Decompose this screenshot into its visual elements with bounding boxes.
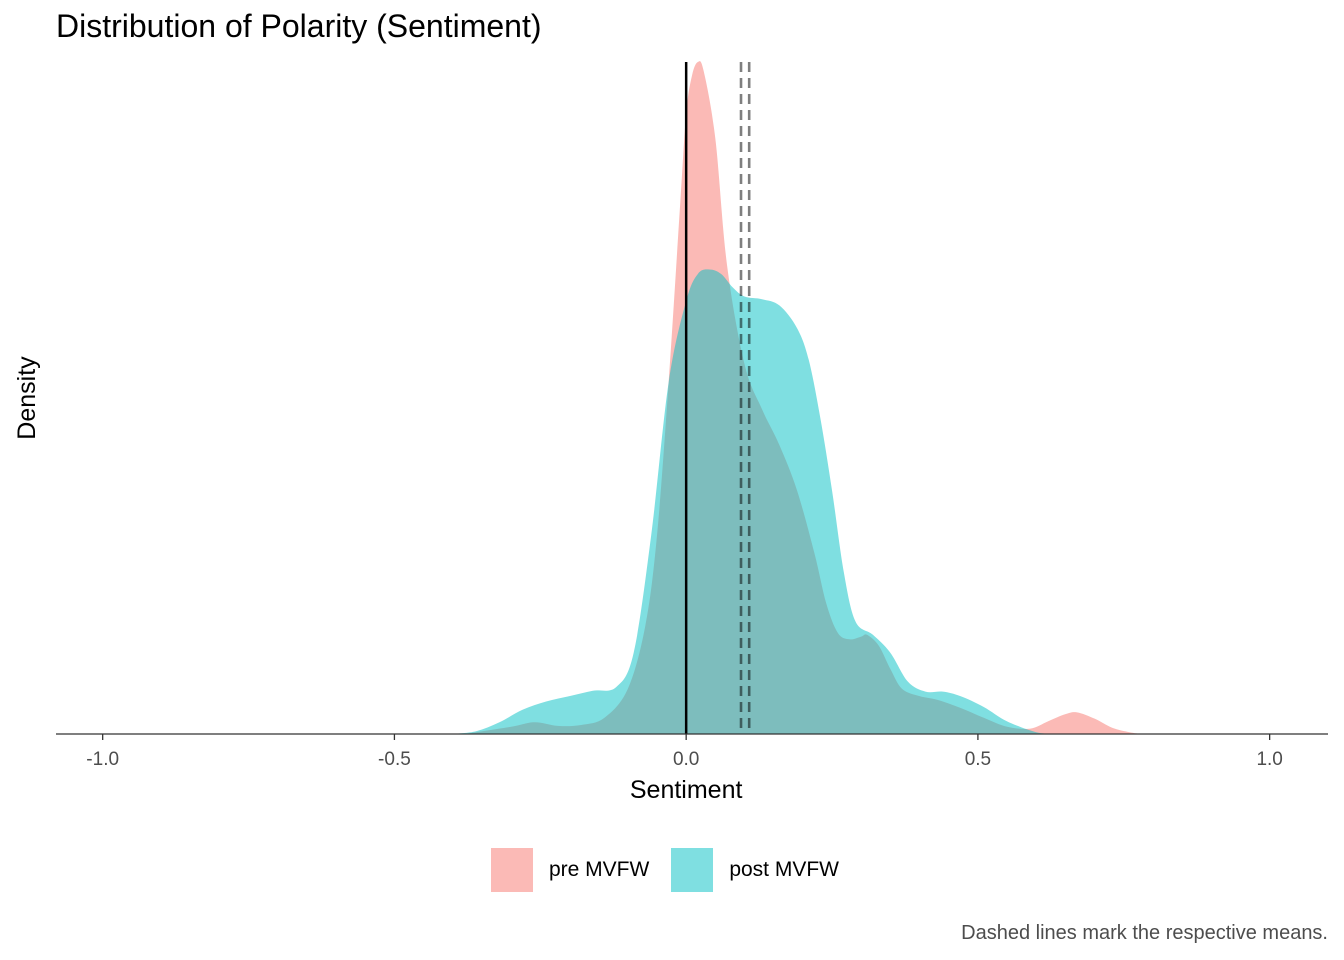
x-tick-label: 1.0 [1256,749,1282,770]
legend-item-post[interactable]: post MVFW [671,848,853,892]
legend-item-pre[interactable]: pre MVFW [490,848,663,892]
mean-lines-layer [739,62,751,734]
legend-label-post: post MVFW [729,858,840,881]
x-tick-label: -1.0 [86,749,119,770]
x-tick-label: 0.0 [673,749,699,770]
x-tick-label: 0.5 [965,749,991,770]
legend-label-pre: pre MVFW [548,858,650,881]
density-area-post [452,269,1054,734]
x-axis-ticks: -1.0 -0.5 0.0 0.5 1.0 [86,734,1283,770]
legend: pre MVFW post MVFW [0,848,1344,892]
legend-swatch-post [671,848,714,892]
chart-title: Distribution of Polarity (Sentiment) [56,8,542,44]
x-axis-title: Sentiment [630,776,743,804]
legend-swatch-pre [490,848,533,892]
y-axis-title: Density [13,356,41,440]
caption: Dashed lines mark the respective means. [961,922,1328,944]
series-layer [452,61,1142,735]
x-tick-label: -0.5 [378,749,411,770]
